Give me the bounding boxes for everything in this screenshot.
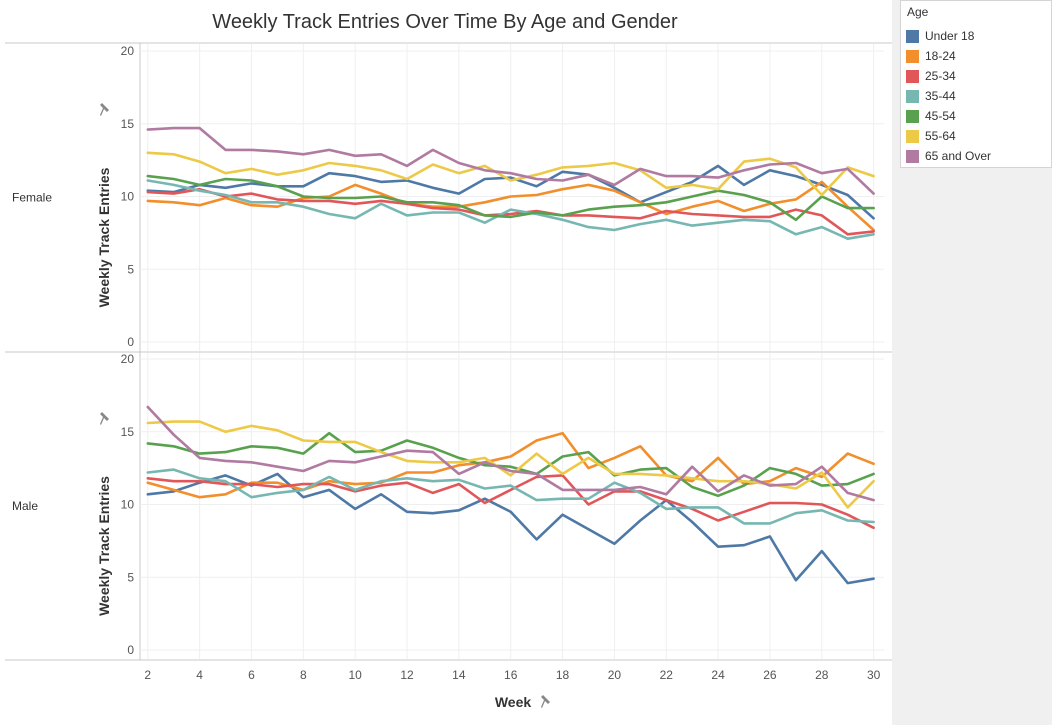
x-tick-label: 18 (556, 668, 570, 682)
legend-label: Under 18 (925, 29, 975, 43)
legend-label: 45-54 (925, 109, 956, 123)
pin-icon[interactable] (100, 103, 109, 116)
series-line-35-44[interactable] (146, 179, 875, 240)
x-tick-label: 24 (711, 668, 725, 682)
legend-swatch (906, 69, 919, 83)
series-line-35-44[interactable] (146, 468, 875, 525)
legend-item-55-64[interactable]: 55-64 (906, 127, 956, 145)
legend-swatch (906, 109, 919, 123)
x-axis-title: Week (495, 694, 532, 710)
x-tick-label: 30 (867, 668, 881, 682)
panel-female: 0 5 10 15 20 Female Weekly Track Entries (12, 44, 884, 351)
x-tick-label: 10 (348, 668, 362, 682)
x-tick-label: 12 (400, 668, 414, 682)
x-tick-label: 26 (763, 668, 777, 682)
x-tick-label: 6 (248, 668, 255, 682)
x-tick-label: 8 (300, 668, 307, 682)
y-tick-label: 15 (121, 425, 135, 439)
x-tick-label: 2 (144, 668, 151, 682)
x-tick-label: 28 (815, 668, 829, 682)
panel-male: 0 5 10 15 20 Male Weekly Track Entries (12, 352, 884, 659)
legend: Age Under 18 18-24 25-34 35-44 45-54 55-64 65 … (900, 0, 1052, 168)
legend-item-25-34[interactable]: 25-34 (906, 67, 956, 85)
legend-label: 65 and Over (925, 149, 992, 163)
legend-item-45-54[interactable]: 45-54 (906, 107, 956, 125)
row-label-male: Male (12, 499, 38, 513)
y-axis-title: Weekly Track Entries (96, 167, 112, 307)
y-tick-label: 0 (127, 335, 134, 349)
pin-icon[interactable] (541, 695, 550, 708)
series-line-45-54[interactable] (146, 174, 875, 222)
legend-label: 25-34 (925, 69, 956, 83)
legend-item-65-and-over[interactable]: 65 and Over (906, 147, 991, 165)
legend-label: 35-44 (925, 89, 956, 103)
legend-swatch (906, 89, 919, 103)
legend-item-under-18[interactable]: Under 18 (906, 27, 974, 45)
y-tick-label: 15 (121, 117, 135, 131)
y-tick-label: 20 (121, 44, 135, 58)
legend-label: 18-24 (925, 49, 956, 63)
x-tick-label: 4 (196, 668, 203, 682)
series-line-55-64[interactable] (146, 151, 875, 197)
legend-item-35-44[interactable]: 35-44 (906, 87, 956, 105)
x-tick-label: 20 (608, 668, 622, 682)
x-tick-label: 16 (504, 668, 518, 682)
legend-swatch (906, 49, 919, 63)
y-tick-label: 5 (127, 262, 134, 276)
y-tick-label: 10 (121, 190, 135, 204)
series-line-25-34[interactable] (146, 474, 875, 530)
row-label-female: Female (12, 191, 52, 205)
y-tick-label: 10 (121, 498, 135, 512)
y-tick-label: 5 (127, 570, 134, 584)
x-axis-title-group: Week (495, 694, 550, 710)
series-line-under-18[interactable] (146, 472, 875, 585)
series-line-18-24[interactable] (146, 180, 875, 232)
legend-item-18-24[interactable]: 18-24 (906, 47, 956, 65)
y-axis-title: Weekly Track Entries (96, 476, 112, 616)
legend-swatch (906, 29, 919, 43)
legend-swatch (906, 129, 919, 143)
pin-icon[interactable] (100, 412, 109, 425)
series-line-65-and-over[interactable] (146, 126, 875, 195)
chart-title: Weekly Track Entries Over Time By Age an… (212, 11, 678, 33)
y-tick-label: 20 (121, 352, 135, 366)
x-tick-label: 14 (452, 668, 466, 682)
legend-swatch (906, 149, 919, 163)
series-line-65-and-over[interactable] (146, 405, 875, 502)
x-tick-label: 22 (660, 668, 674, 682)
legend-title: Age (907, 5, 929, 19)
series-line-55-64[interactable] (146, 420, 875, 509)
y-tick-label: 0 (127, 643, 134, 657)
legend-label: 55-64 (925, 129, 956, 143)
series-line-25-34[interactable] (146, 187, 875, 236)
